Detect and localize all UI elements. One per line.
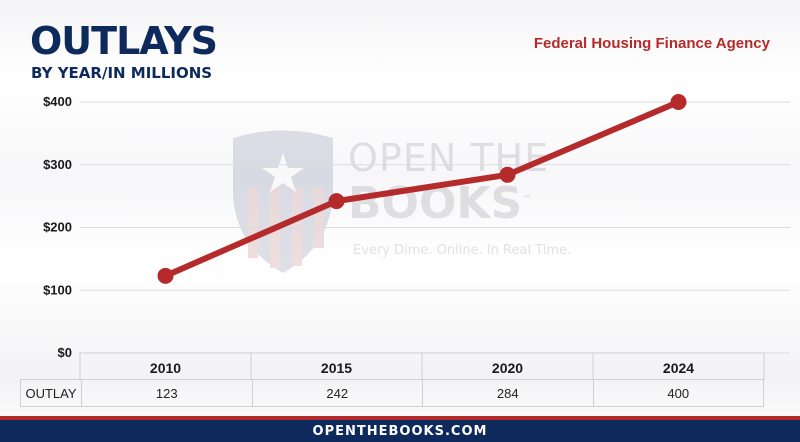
line-chart: $0 $100 $200 $300 $400 2010 2015 2020 2024 bbox=[43, 94, 790, 380]
y-tick-label: $0 bbox=[58, 345, 72, 360]
y-tick-label: $400 bbox=[43, 94, 72, 109]
outlay-cell-2015: 242 bbox=[251, 379, 423, 407]
series-line bbox=[162, 99, 682, 279]
chart-subtitle: BY YEAR/IN MILLIONS bbox=[31, 64, 213, 82]
outlay-table-row: OUTLAY 123 242 284 400 bbox=[20, 379, 764, 407]
footer-website: OPENTHEBOOKS.COM bbox=[312, 423, 488, 439]
y-tick-label: $200 bbox=[43, 220, 72, 235]
outlay-cell-2010: 123 bbox=[81, 379, 253, 407]
x-tick-label: 2015 bbox=[321, 360, 352, 376]
footer-bar: OPENTHEBOOKS.COM bbox=[0, 416, 800, 442]
y-tick-label: $100 bbox=[43, 282, 72, 297]
x-tick-label: 2020 bbox=[492, 360, 523, 376]
outlay-table: OUTLAY 123 242 284 400 bbox=[20, 379, 764, 407]
x-tick-label: 2024 bbox=[663, 360, 694, 376]
y-tick-label: $300 bbox=[43, 157, 72, 172]
chart-title: OUTLAYS bbox=[30, 19, 218, 63]
data-point bbox=[670, 94, 687, 110]
data-point bbox=[328, 193, 345, 210]
outlay-row-label: OUTLAY bbox=[20, 379, 82, 407]
outlay-cell-2024: 400 bbox=[592, 379, 764, 407]
x-tick-label: 2010 bbox=[150, 360, 181, 376]
outlay-cell-2020: 284 bbox=[422, 379, 594, 407]
data-point bbox=[499, 166, 516, 183]
data-point bbox=[157, 267, 174, 284]
agency-name: Federal Housing Finance Agency bbox=[533, 35, 770, 52]
